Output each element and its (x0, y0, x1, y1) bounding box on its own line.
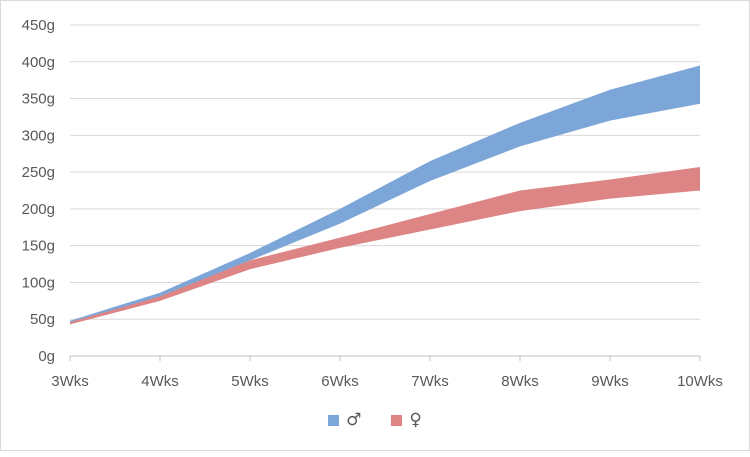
x-tick-label-10Wks: 10Wks (677, 373, 723, 390)
x-tick-label-4Wks: 4Wks (141, 373, 179, 390)
legend: ♂ ♀ (0, 408, 750, 432)
legend-label-male: ♂ (346, 410, 362, 430)
y-tick-label-200g: 200g (22, 201, 55, 218)
x-axis (69, 355, 701, 361)
legend-item-female: ♀ (391, 410, 422, 430)
legend-label-female: ♀ (409, 410, 422, 430)
x-tick-label-7Wks: 7Wks (411, 373, 449, 390)
x-tick-label-5Wks: 5Wks (231, 373, 269, 390)
series-band-female (70, 166, 700, 325)
legend-swatch-female (391, 414, 403, 426)
y-tick-label-250g: 250g (22, 164, 55, 181)
y-tick-label-450g: 450g (22, 17, 55, 34)
series-band-male (70, 65, 700, 323)
x-tick-label-8Wks: 8Wks (501, 373, 539, 390)
y-tick-label-400g: 400g (22, 54, 55, 71)
y-tick-label-150g: 150g (22, 238, 55, 255)
x-axis-tick-labels: 3Wks 4Wks 5Wks 6Wks 7Wks 8Wks 9Wks 10Wks (51, 373, 723, 390)
y-tick-label-50g: 50g (30, 311, 55, 328)
x-tick-label-6Wks: 6Wks (321, 373, 359, 390)
y-tick-label-0g: 0g (38, 348, 55, 365)
y-tick-label-100g: 100g (22, 274, 55, 291)
x-tick-label-3Wks: 3Wks (51, 373, 89, 390)
y-tick-label-300g: 300g (22, 127, 55, 144)
legend-swatch-male (328, 414, 340, 426)
legend-item-male: ♂ (328, 410, 361, 430)
gridlines (70, 24, 700, 320)
series-bands (70, 65, 700, 325)
x-tick-label-9Wks: 9Wks (591, 373, 629, 390)
y-tick-label-350g: 350g (22, 91, 55, 108)
y-axis-tick-labels: 0g 50g 100g 150g 200g 250g 300g 350g 400g 450g (22, 17, 55, 365)
